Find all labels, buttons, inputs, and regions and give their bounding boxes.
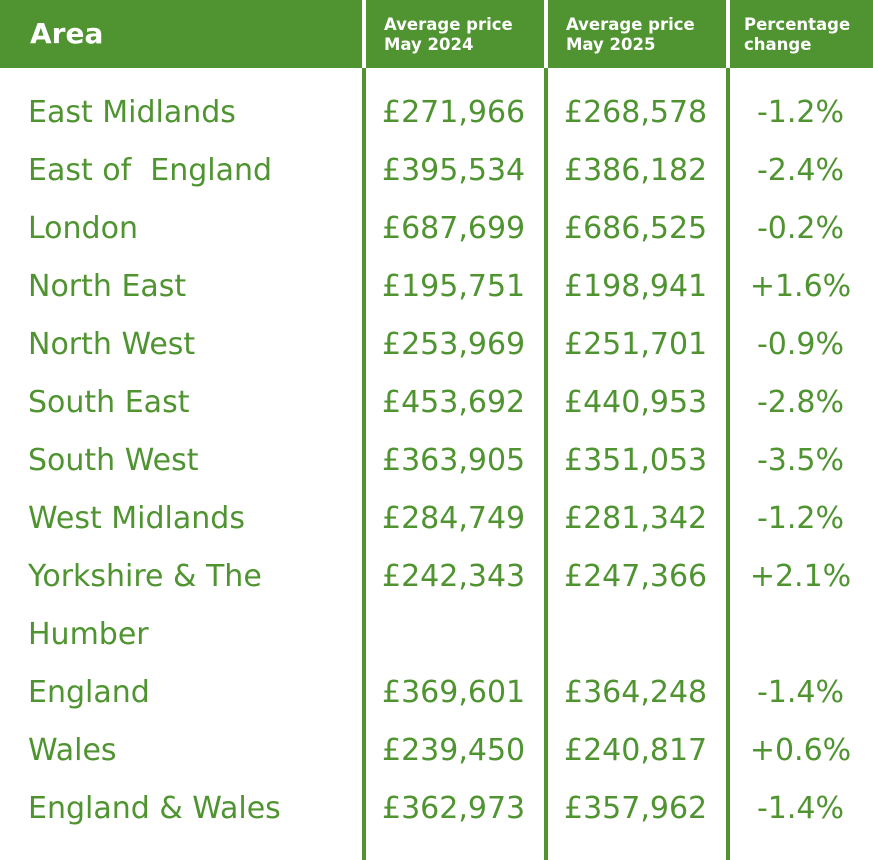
header-may-2025-line2: May 2025	[566, 35, 656, 54]
change-cell: +0.6%	[749, 733, 852, 768]
change-cell: -2.4%	[756, 153, 845, 188]
may-2024-cell: £253,969	[382, 327, 526, 362]
may-2024-cell: £239,450	[382, 733, 526, 768]
may-2024-cell: £395,534	[382, 153, 526, 188]
area-cell: Wales	[28, 733, 117, 768]
area-cell: West Midlands	[28, 501, 245, 536]
table-row: England £369,601 £364,248 -1.4%	[0, 664, 873, 722]
header-percentage-change-line2: change	[744, 35, 812, 54]
column-divider	[362, 0, 366, 860]
may-2024-cell: £363,905	[382, 443, 526, 478]
may-2025-cell: £686,525	[564, 211, 708, 246]
header-may-2024-line1: Average price	[384, 15, 513, 34]
may-2024-cell: £369,601	[382, 675, 526, 710]
change-cell: -2.8%	[756, 385, 845, 420]
area-cell: East of England	[28, 153, 273, 188]
change-cell: +1.6%	[749, 269, 852, 304]
table-body: East Midlands £271,966 £268,578 -1.2% Ea…	[0, 84, 873, 838]
table-row: North West £253,969 £251,701 -0.9%	[0, 316, 873, 374]
table-row: London £687,699 £686,525 -0.2%	[0, 200, 873, 258]
area-cell: North West	[28, 327, 196, 362]
may-2025-cell: £440,953	[564, 385, 708, 420]
area-cell: England & Wales	[28, 791, 281, 826]
table-row: South East £453,692 £440,953 -2.8%	[0, 374, 873, 432]
may-2024-cell: £195,751	[382, 269, 526, 304]
area-cell: East Midlands	[28, 95, 236, 130]
may-2025-cell: £247,366	[564, 559, 708, 594]
may-2025-cell: £198,941	[564, 269, 708, 304]
header-divider	[726, 0, 730, 68]
area-cell: South West	[28, 443, 199, 478]
may-2025-cell: £240,817	[564, 733, 708, 768]
table-header: Area Average price May 2024 Average pric…	[0, 0, 873, 68]
area-cell: England	[28, 675, 150, 710]
change-cell: -1.4%	[756, 675, 845, 710]
table-row: East of England £395,534 £386,182 -2.4%	[0, 142, 873, 200]
header-percentage-change-line1: Percentage	[744, 15, 851, 34]
area-cell: North East	[28, 269, 187, 304]
change-cell: +2.1%	[749, 559, 852, 594]
may-2025-cell: £351,053	[564, 443, 708, 478]
may-2024-cell: £687,699	[382, 211, 526, 246]
table-row: North East £195,751 £198,941 +1.6%	[0, 258, 873, 316]
may-2025-cell: £251,701	[564, 327, 708, 362]
column-divider	[726, 0, 730, 860]
header-may-2024: Average price May 2024	[384, 15, 544, 55]
area-cell: Yorkshire & The Humber	[28, 559, 262, 652]
may-2024-cell: £242,343	[382, 559, 526, 594]
column-divider	[544, 0, 548, 860]
table-row: England & Wales £362,973 £357,962 -1.4%	[0, 780, 873, 838]
may-2024-cell: £284,749	[382, 501, 526, 536]
may-2024-cell: £362,973	[382, 791, 526, 826]
change-cell: -3.5%	[756, 443, 845, 478]
area-cell: South East	[28, 385, 190, 420]
change-cell: -1.2%	[756, 95, 845, 130]
change-cell: -1.2%	[756, 501, 845, 536]
may-2025-cell: £386,182	[564, 153, 708, 188]
header-may-2025: Average price May 2025	[566, 15, 726, 55]
change-cell: -0.2%	[756, 211, 845, 246]
change-cell: -1.4%	[756, 791, 845, 826]
area-cell: London	[28, 211, 138, 246]
table-row: South West £363,905 £351,053 -3.5%	[0, 432, 873, 490]
header-divider	[544, 0, 548, 68]
may-2025-cell: £268,578	[564, 95, 708, 130]
table-row: West Midlands £284,749 £281,342 -1.2%	[0, 490, 873, 548]
may-2024-cell: £453,692	[382, 385, 526, 420]
table-row: Wales £239,450 £240,817 +0.6%	[0, 722, 873, 780]
header-divider	[362, 0, 366, 68]
may-2025-cell: £281,342	[564, 501, 708, 536]
header-may-2025-line1: Average price	[566, 15, 695, 34]
may-2025-cell: £357,962	[564, 791, 708, 826]
table-row: Yorkshire & The Humber £242,343 £247,366…	[0, 548, 873, 664]
header-percentage-change: Percentage change	[744, 15, 873, 55]
header-may-2024-line2: May 2024	[384, 35, 474, 54]
header-area: Area	[30, 17, 104, 50]
change-cell: -0.9%	[756, 327, 845, 362]
may-2024-cell: £271,966	[382, 95, 526, 130]
may-2025-cell: £364,248	[564, 675, 708, 710]
table-row: East Midlands £271,966 £268,578 -1.2%	[0, 84, 873, 142]
